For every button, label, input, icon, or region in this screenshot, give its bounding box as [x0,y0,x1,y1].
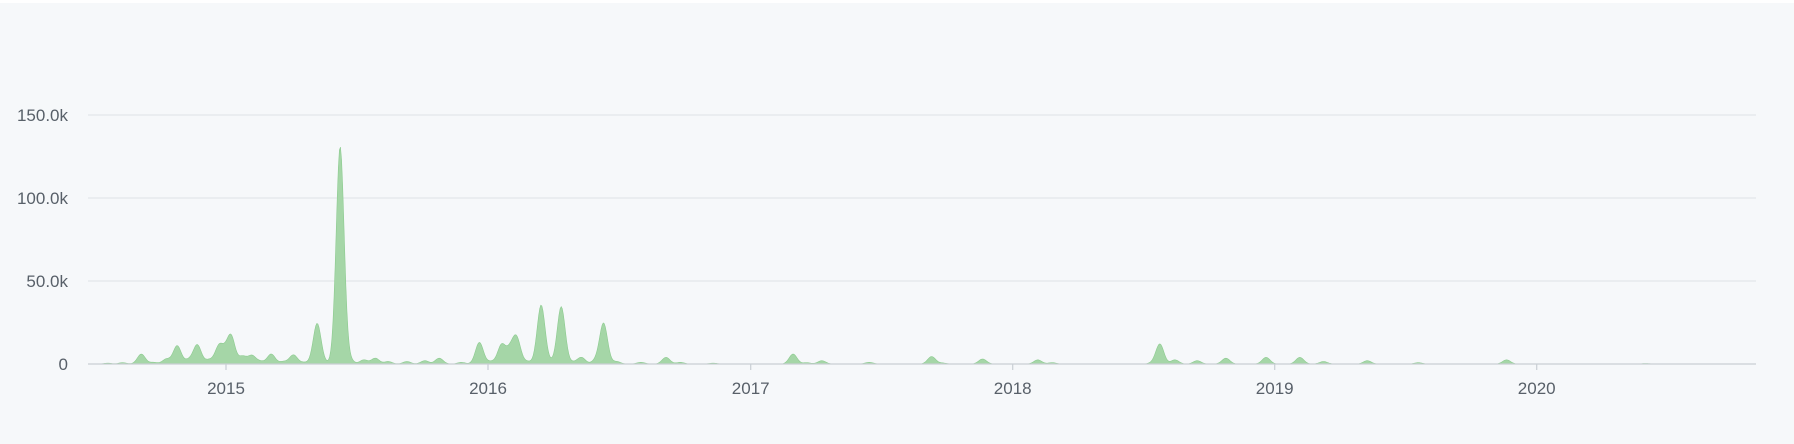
x-tick-label: 2015 [207,379,245,398]
y-tick-label: 150.0k [17,106,69,125]
y-tick-label: 100.0k [17,189,69,208]
chart-panel: 0 50.0k 100.0k 150.0k 2015 2016 2017 2018 2019 2… [0,3,1794,444]
x-tick-label: 2019 [1256,379,1294,398]
x-tick-label: 2018 [994,379,1032,398]
area-series [93,147,1756,365]
x-tick-label: 2020 [1518,379,1556,398]
area-fill [93,147,1756,365]
x-tick-label: 2017 [732,379,770,398]
x-axis-ticks [225,364,1538,370]
y-axis-labels: 0 50.0k 100.0k 150.0k [17,106,69,374]
x-axis-labels: 2015 2016 2017 2018 2019 2020 [207,379,1556,398]
gridlines [88,114,1756,282]
y-tick-label: 50.0k [26,272,68,291]
x-tick-label: 2016 [469,379,507,398]
y-tick-label: 0 [59,355,68,374]
